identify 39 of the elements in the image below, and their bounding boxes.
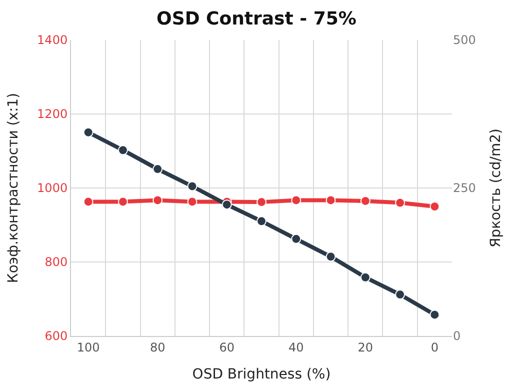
x-tick-label: 40 <box>288 340 304 354</box>
y2-tick-label: 0 <box>453 329 461 344</box>
y2-tick-label: 500 <box>453 33 476 48</box>
y-tick-label: 600 <box>44 329 68 344</box>
point <box>83 196 94 207</box>
y-tick-label: 1000 <box>37 181 68 196</box>
y-tick-label: 1400 <box>37 33 68 48</box>
point <box>187 181 198 192</box>
point <box>152 164 163 174</box>
x-tick-label: 60 <box>219 340 234 354</box>
x-tick-label: 100 <box>76 340 100 354</box>
y-tick-label: 1200 <box>37 107 68 122</box>
point <box>152 195 163 206</box>
point <box>187 196 198 207</box>
point <box>395 198 406 208</box>
y-axis-title: Коэф.контрастности (x:1) <box>6 92 22 284</box>
point <box>360 272 370 282</box>
point <box>256 216 266 226</box>
point <box>360 196 370 206</box>
chart-title: OSD Contrast - 75% <box>156 8 356 30</box>
point <box>118 145 128 156</box>
point <box>291 234 302 244</box>
point <box>430 202 440 212</box>
y2-tick-label: 250 <box>453 181 476 196</box>
point <box>118 196 128 207</box>
point <box>430 310 440 320</box>
y2-axis-title: Яркость (cd/m2) <box>488 128 504 248</box>
point <box>83 127 94 138</box>
x-tick-label: 0 <box>430 340 438 354</box>
x-tick-label: 20 <box>358 340 374 354</box>
y-tick-label: 800 <box>44 255 68 270</box>
point <box>291 195 302 206</box>
point <box>395 290 406 300</box>
x-axis-title: OSD Brightness (%) <box>192 366 331 383</box>
point <box>326 195 336 206</box>
point <box>256 197 266 208</box>
point <box>222 200 232 210</box>
point <box>326 252 336 262</box>
x-tick-label: 80 <box>150 340 166 354</box>
